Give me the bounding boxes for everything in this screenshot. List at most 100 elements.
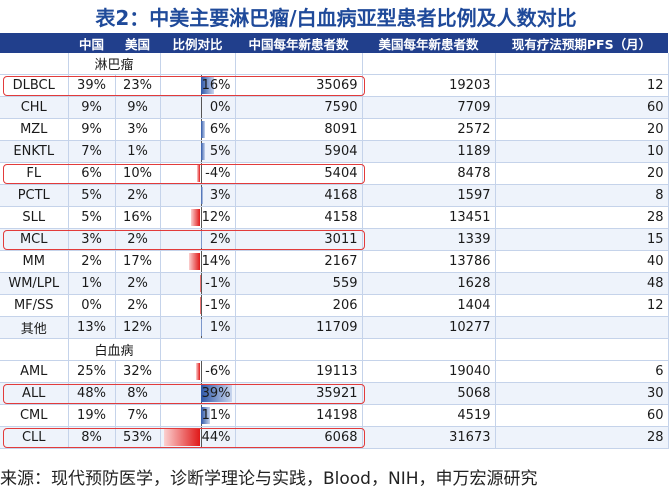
row-label: DLBCL [0, 74, 69, 97]
data-row: FL 6% 10% -4% 5404 8478 20 [0, 162, 669, 185]
comparison-cell: 0% [160, 96, 236, 119]
comparison-cell: 2% [160, 228, 236, 251]
comparison-cell: 14% [160, 250, 236, 273]
comparison-bar [200, 407, 210, 424]
cell: 9% [115, 96, 161, 119]
cell: 6 [495, 360, 669, 383]
axis-line [200, 163, 202, 184]
cell: 2572 [362, 118, 496, 141]
row-label: MM [0, 250, 69, 273]
cell: 5% [68, 184, 116, 207]
cell: 20 [495, 162, 669, 185]
data-row: ENKTL 7% 1% 5% 5904 1189 10 [0, 140, 669, 163]
cell: 7% [115, 404, 161, 427]
cell: 28 [495, 206, 669, 229]
cell: 1% [68, 272, 116, 295]
section-spacer [160, 53, 236, 75]
cell: 1189 [362, 140, 496, 163]
data-row: ALL 48% 8% 39% 35921 5068 30 [0, 382, 669, 405]
header-cell: 中国每年新患者数 [235, 33, 362, 53]
cell: 3011 [235, 228, 363, 251]
cell: 3% [68, 228, 116, 251]
header-cell [0, 33, 68, 53]
axis-line [200, 97, 202, 118]
cell: 39% [68, 74, 116, 97]
cell: 6068 [235, 426, 363, 449]
cell: 10277 [362, 316, 496, 339]
cell: 19% [68, 404, 116, 427]
cell: 1404 [362, 294, 496, 317]
data-row: MCL 3% 2% 2% 3011 1339 15 [0, 228, 669, 251]
section-row: 淋巴瘤 [0, 53, 669, 75]
axis-line [200, 207, 202, 228]
data-row: PCTL 5% 2% 3% 4168 1597 8 [0, 184, 669, 207]
cell: 4168 [235, 184, 363, 207]
row-label: PCTL [0, 184, 69, 207]
comparison-label: 0% [209, 100, 231, 115]
cell: 5904 [235, 140, 363, 163]
section-spacer [0, 53, 69, 75]
cell: 30 [495, 382, 669, 405]
comparison-label: 3% [209, 188, 231, 203]
cell: 1628 [362, 272, 496, 295]
comparison-cell: -1% [160, 272, 236, 295]
cell [495, 316, 669, 339]
cell: 17% [115, 250, 161, 273]
cell: 4519 [362, 404, 496, 427]
cell: 9% [68, 118, 116, 141]
cell: 9% [68, 96, 116, 119]
data-row: CLL 8% 53% 44% 6068 31673 28 [0, 426, 669, 449]
comparison-cell: 6% [160, 118, 236, 141]
comparison-bar [200, 385, 233, 402]
source: 来源：现代预防医学，诊断学理论与实践，Blood，NIH，申万宏源研究 [0, 469, 538, 489]
comparison-bar [200, 187, 203, 204]
cell: 2167 [235, 250, 363, 273]
comparison-label: 5% [209, 144, 231, 159]
row-label: MCL [0, 228, 69, 251]
section-spacer [235, 338, 363, 361]
data-row: AML 25% 32% -6% 19113 19040 6 [0, 360, 669, 383]
cell: 10 [495, 140, 669, 163]
row-label: MF/SS [0, 294, 69, 317]
comparison-cell: -4% [160, 162, 236, 185]
data-row: DLBCL 39% 23% 16% 35069 19203 12 [0, 74, 669, 97]
comparison-bar [195, 363, 201, 380]
cell: 2% [115, 184, 161, 207]
comparison-bar [200, 77, 214, 94]
comparison-bar [200, 121, 206, 138]
comparison-bar [164, 429, 201, 446]
comparison-label: 2% [209, 232, 231, 247]
data-row: CHL 9% 9% 0% 7590 7709 60 [0, 96, 669, 119]
axis-line [200, 427, 202, 448]
comparison-label: 6% [209, 122, 231, 137]
comparison-bar [200, 231, 203, 248]
cell: 32% [115, 360, 161, 383]
comparison-cell: 5% [160, 140, 236, 163]
row-label: MZL [0, 118, 69, 141]
row-label: ENKTL [0, 140, 69, 163]
comparison-label: 1% [209, 320, 231, 335]
data-row: WM/LPL 1% 2% -1% 559 1628 48 [0, 272, 669, 295]
comparison-bar [197, 165, 201, 182]
cell: 5068 [362, 382, 496, 405]
cell: 48% [68, 382, 116, 405]
cell: 12 [495, 294, 669, 317]
cell: 1339 [362, 228, 496, 251]
row-label: FL [0, 162, 69, 185]
row-label: CLL [0, 426, 69, 449]
comparison-label: 11% [201, 408, 231, 423]
cell: 40 [495, 250, 669, 273]
comparison-bar [200, 319, 202, 336]
cell: 15 [495, 228, 669, 251]
section-spacer [235, 53, 363, 75]
cell: 8% [68, 426, 116, 449]
row-label: CML [0, 404, 69, 427]
cell: 8% [115, 382, 161, 405]
cell: 35921 [235, 382, 363, 405]
cell: 8478 [362, 162, 496, 185]
cell: 2% [115, 272, 161, 295]
header-cell: 现有疗法预期PFS（月） [495, 33, 668, 53]
comparison-label: 39% [201, 386, 231, 401]
section-row: 白血病 [0, 338, 669, 361]
